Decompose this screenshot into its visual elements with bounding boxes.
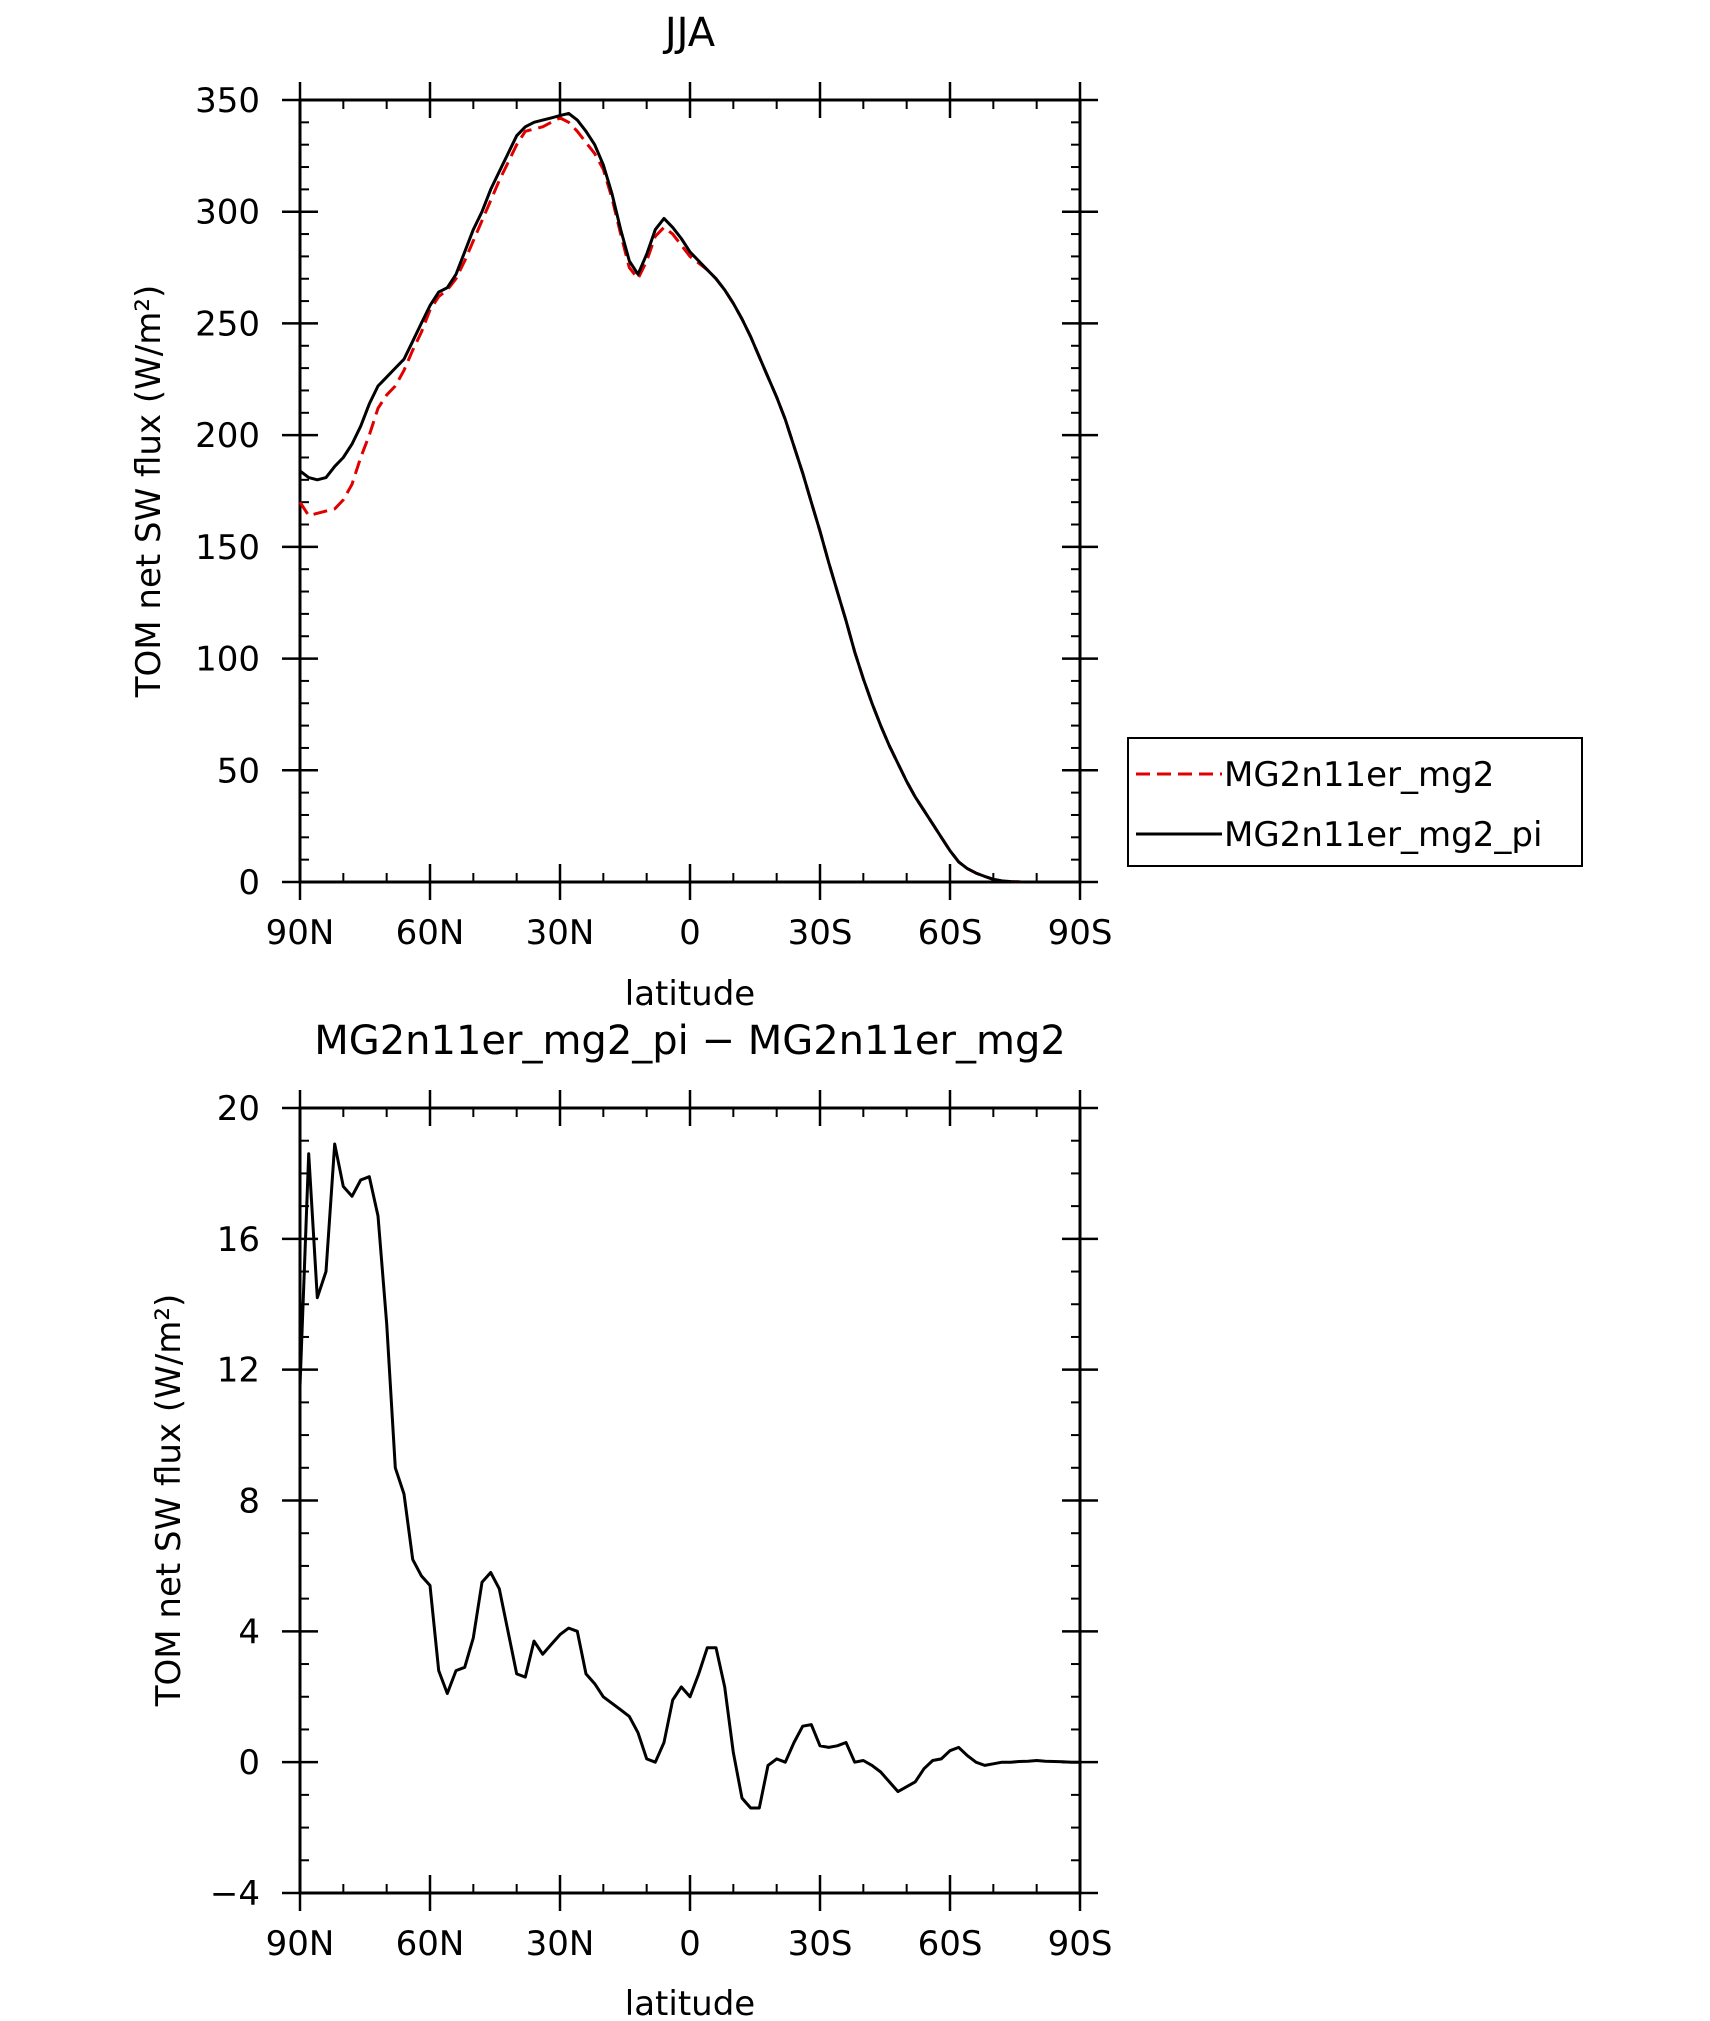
plot-title: JJA: [662, 10, 716, 56]
x-tick-label: 60S: [918, 1924, 983, 1964]
x-tick-label: 60N: [396, 1924, 465, 1964]
y-tick-label: 4: [238, 1612, 260, 1652]
plot-title: MG2n11er_mg2_pi − MG2n11er_mg2: [314, 1018, 1066, 1064]
y-tick-label: 50: [217, 751, 260, 791]
axis-ticks: [282, 1090, 1098, 1911]
x-tick-label: 0: [679, 1924, 701, 1964]
x-tick-label: 90S: [1048, 913, 1113, 953]
y-tick-label: 250: [195, 304, 260, 344]
top-panel: JJA 90N 60N 30N 0 30S 60S 90S 0 50 100 150 200 250 30…: [129, 10, 1583, 1014]
y-axis-label: TOM net SW flux (W/m²): [149, 1294, 189, 1708]
y-tick-label: 12: [217, 1351, 260, 1391]
x-tick-label: 30N: [526, 913, 595, 953]
x-tick-label: 90N: [266, 913, 335, 953]
y-tick-label: 0: [238, 863, 260, 903]
x-tick-label: 0: [679, 913, 701, 953]
x-tick-label: 90S: [1048, 1924, 1113, 1964]
legend: MG2n11er_mg2 MG2n11er_mg2_pi: [1127, 737, 1583, 867]
series-layer: [298, 111, 1080, 884]
series-layer: [298, 1142, 1080, 1810]
x-axis-label: latitude: [625, 1984, 755, 2021]
y-tick-label: 0: [238, 1743, 260, 1783]
plot-frame: [298, 1106, 1082, 1895]
axis-ticks: [282, 82, 1098, 900]
x-tick-label: 60S: [918, 913, 983, 953]
y-tick-label: 200: [195, 416, 260, 456]
y-tick-label: 150: [195, 528, 260, 568]
y-tick-label: −4: [210, 1874, 260, 1914]
axis-tick-labels: 90N 60N 30N 0 30S 60S 90S −4 0 4 8 12 16 20: [210, 1089, 1113, 1964]
axis-tick-labels: 90N 60N 30N 0 30S 60S 90S 0 50 100 150 200 250 300 350: [195, 81, 1112, 953]
series-line: [299, 111, 1080, 884]
x-tick-label: 30N: [526, 1924, 595, 1964]
x-axis-label: latitude: [625, 974, 755, 1014]
y-tick-label: 350: [195, 81, 260, 121]
plot-frame: [298, 98, 1082, 884]
x-tick-label: 60N: [396, 913, 465, 953]
legend-box: [1127, 737, 1583, 867]
legend-label-mg2: MG2n11er_mg2: [1224, 755, 1494, 795]
y-axis-label: TOM net SW flux (W/m²): [129, 285, 169, 699]
x-tick-label: 30S: [788, 1924, 853, 1964]
y-tick-label: 8: [238, 1482, 260, 1522]
series-line: [298, 116, 1080, 884]
bottom-panel: MG2n11er_mg2_pi − MG2n11er_mg2 90N 60N 30N…: [149, 1018, 1112, 2021]
y-tick-label: 16: [217, 1220, 260, 1260]
y-tick-label: 300: [195, 193, 260, 233]
y-tick-label: 100: [195, 640, 260, 680]
y-tick-label: 20: [217, 1089, 260, 1129]
x-tick-label: 30S: [788, 913, 853, 953]
series-line: [298, 1142, 1080, 1810]
legend-label-mg2-pi: MG2n11er_mg2_pi: [1224, 815, 1542, 855]
x-tick-label: 90N: [266, 1924, 335, 1964]
